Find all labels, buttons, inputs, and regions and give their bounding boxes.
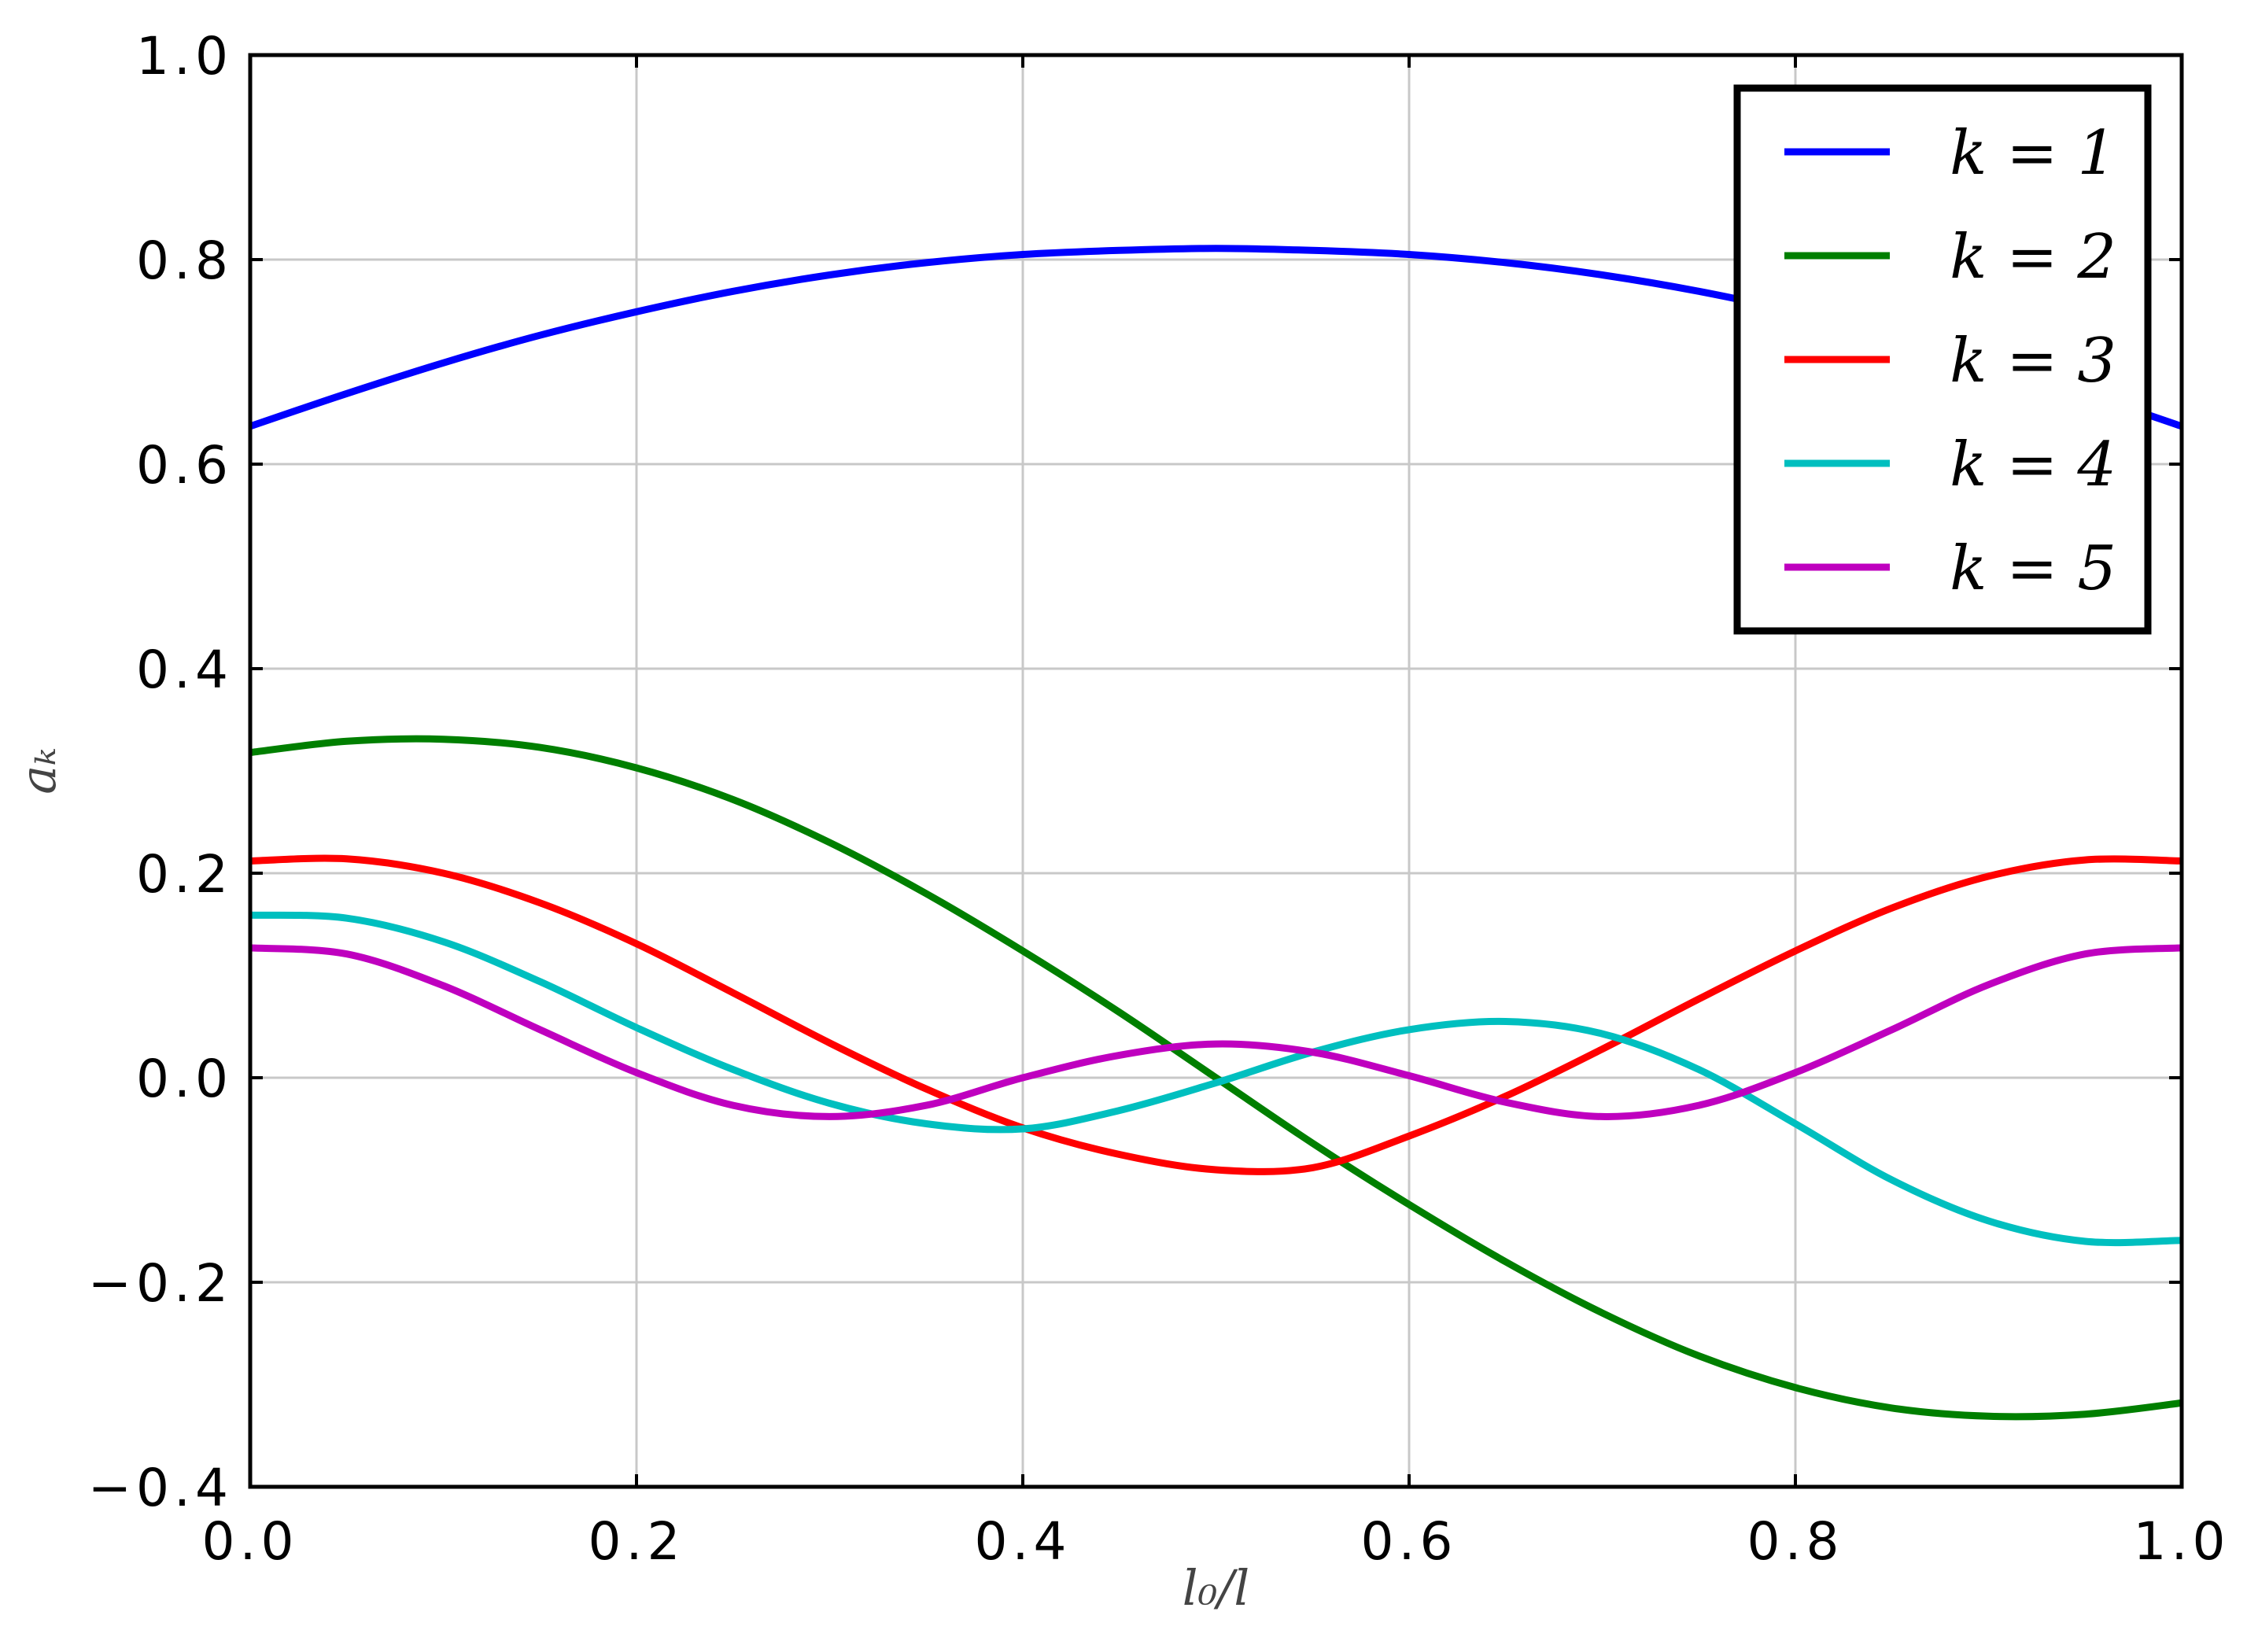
series-line-k4 bbox=[249, 911, 2182, 1247]
plot-frame bbox=[248, 53, 2184, 1489]
x-tick-label: 1.0 bbox=[2134, 1511, 2230, 1572]
series-line-k3 bbox=[249, 854, 2182, 1175]
legend: k = 1 k = 2 k = 3 k = 4 k = 5 bbox=[1733, 84, 2152, 635]
legend-label: k = 4 bbox=[1950, 430, 2116, 500]
legend-label: k = 3 bbox=[1950, 326, 2116, 396]
y-axis-label: aₖ bbox=[9, 747, 67, 795]
y-tick-label: 0.2 bbox=[136, 844, 233, 905]
ticks-layer: 0.0 0.2 0.4 0.6 0.8 1.0 −0.4 −0.2 0.0 0.2 0.4 0.6 0.… bbox=[88, 26, 2230, 1572]
y-tick-label: 0.8 bbox=[136, 230, 233, 291]
legend-label: k = 1 bbox=[1950, 118, 2116, 189]
x-tick-label: 0.6 bbox=[1361, 1511, 1458, 1572]
legend-items: k = 1 k = 2 k = 3 k = 4 k = 5 bbox=[1784, 118, 2116, 604]
y-tick-label: 1.0 bbox=[136, 26, 233, 87]
x-axis-label: l₀/l bbox=[1183, 1559, 1249, 1617]
x-tick-label: 0.0 bbox=[202, 1511, 299, 1572]
y-tick-label: 0.6 bbox=[136, 435, 233, 496]
series-line-k2 bbox=[249, 735, 2182, 1421]
y-tick-label: −0.2 bbox=[88, 1253, 233, 1314]
legend-label: k = 5 bbox=[1950, 533, 2116, 604]
x-tick-label: 0.8 bbox=[1747, 1511, 1844, 1572]
y-tick-label: −0.4 bbox=[88, 1458, 233, 1518]
series-layer bbox=[249, 245, 2183, 1421]
x-tick-label: 0.4 bbox=[975, 1511, 1072, 1572]
legend-label: k = 2 bbox=[1950, 222, 2116, 293]
series-line-k5 bbox=[249, 944, 2182, 1120]
y-tick-label: 0.4 bbox=[136, 640, 233, 700]
y-tick-label: 0.0 bbox=[136, 1049, 233, 1109]
x-tick-label: 0.2 bbox=[588, 1511, 685, 1572]
